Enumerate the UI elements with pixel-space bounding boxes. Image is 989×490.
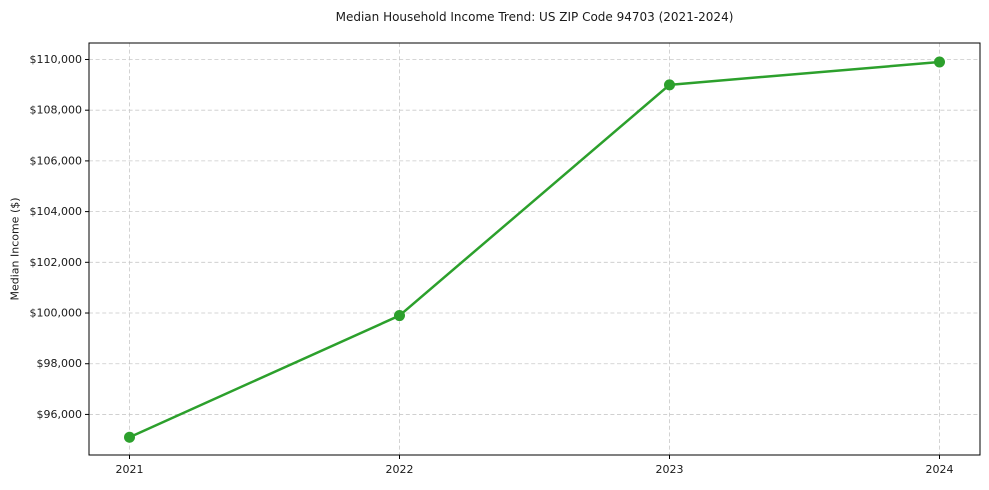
x-tick-label: 2024 — [926, 463, 954, 476]
income-trend-line — [128, 60, 941, 439]
y-tick-label: $108,000 — [30, 104, 83, 117]
y-tick-label: $110,000 — [30, 53, 83, 66]
y-tick-label: $98,000 — [37, 357, 83, 370]
data-point-2024 — [934, 56, 945, 68]
plot-border — [88, 42, 981, 456]
data-point-2023 — [664, 79, 675, 91]
data-point-2021 — [124, 431, 135, 443]
y-tick-label: $104,000 — [30, 205, 83, 218]
x-tick-label: 2023 — [656, 463, 684, 476]
chart-title: Median Household Income Trend: US ZIP Co… — [335, 10, 734, 24]
y-tick-label: $102,000 — [30, 256, 83, 269]
y-axis-label: Median Income ($) — [8, 197, 22, 301]
data-point-2022 — [394, 310, 405, 322]
y-tick-label: $106,000 — [30, 154, 83, 167]
x-tick-label: 2022 — [386, 463, 414, 476]
x-tick-label: 2021 — [116, 463, 144, 476]
y-tick-label: $96,000 — [37, 408, 83, 421]
y-tick-label: $100,000 — [30, 307, 83, 320]
